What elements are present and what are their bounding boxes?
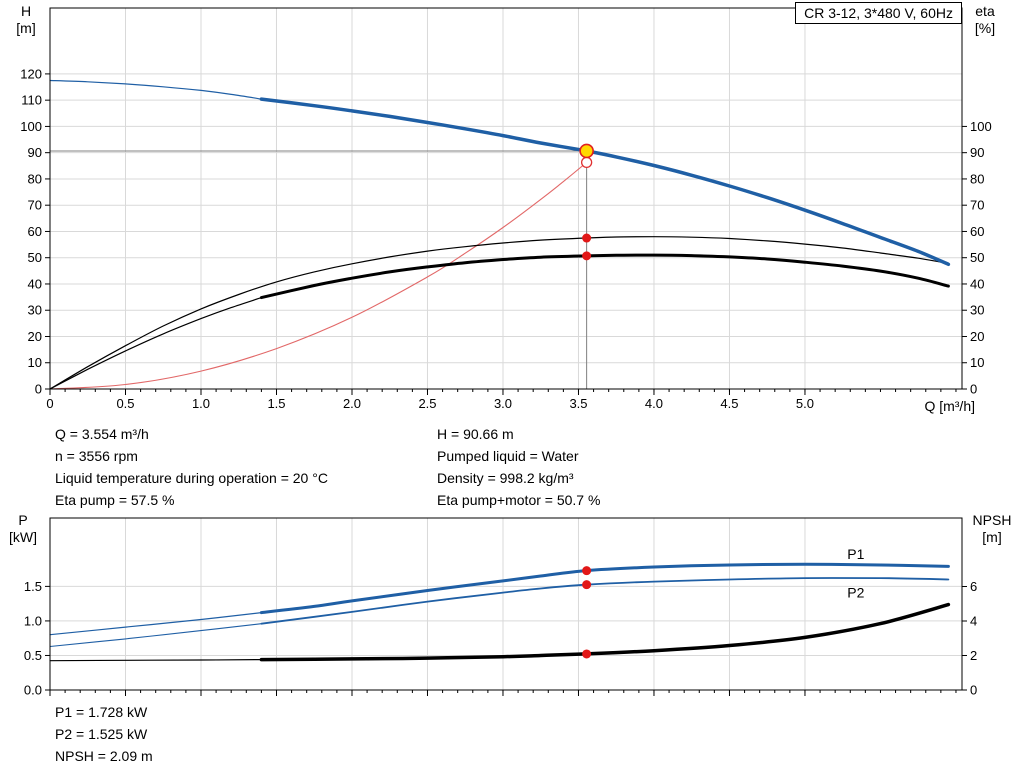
readout-line: H = 90.66 m: [437, 426, 514, 442]
readout-line: n = 3556 rpm: [55, 448, 138, 464]
y-left-tick-label: 80: [28, 171, 42, 186]
y-right-tick-label: 0: [970, 382, 977, 397]
x-tick-label: 3.0: [494, 396, 512, 411]
x-tick-label: 0: [46, 396, 53, 411]
readout-line: Eta pump = 57.5 %: [55, 492, 175, 508]
npsh-dot: [582, 649, 592, 659]
y-left-tick-label: 60: [28, 224, 42, 239]
x-tick-label: 4.0: [645, 396, 663, 411]
npsh-axis-title-symbol: NPSH: [972, 512, 1012, 528]
eta-pump-dot: [582, 233, 592, 243]
y-right-tick-label: 0: [970, 683, 977, 698]
curve-p1-below-range: [49, 612, 262, 636]
power-axis-title-symbol: P: [18, 512, 28, 528]
readout-line: P2 = 1.525 kW: [55, 726, 148, 742]
x-tick-label: 0.5: [116, 396, 134, 411]
y-left-tick-label: 20: [28, 329, 42, 344]
readout-line: Q = 3.554 m³/h: [55, 426, 149, 442]
y-left-tick-label: 90: [28, 145, 42, 160]
h-axis-title: H [m]: [8, 3, 44, 37]
y-left-tick-label: 0.0: [24, 683, 42, 698]
eta-axis-title-unit: [%]: [974, 20, 996, 36]
y-right-tick-label: 2: [970, 648, 977, 663]
y-left-tick-label: 30: [28, 303, 42, 318]
readout-line: Eta pump+motor = 50.7 %: [437, 492, 601, 508]
readout-line: Liquid temperature during operation = 20…: [55, 470, 328, 486]
readout-line: Pumped liquid = Water: [437, 448, 579, 464]
y-right-tick-label: 100: [970, 119, 992, 134]
duty-readout-right: H = 90.66 m Pumped liquid = Water Density …: [437, 423, 600, 511]
curve-qh-below-range: [49, 79, 262, 100]
duty-point-marker[interactable]: [579, 143, 594, 159]
h-axis-title-symbol: H: [20, 3, 32, 19]
p2-dot: [582, 580, 592, 590]
y-right-tick-label: 60: [970, 224, 984, 239]
y-left-tick-label: 1.0: [24, 613, 42, 628]
y-right-tick-label: 6: [970, 579, 977, 594]
curve-label-p2: P2: [847, 585, 864, 601]
power-npsh-readout: P1 = 1.728 kW P2 = 1.525 kW NPSH = 2.09 m: [55, 701, 153, 767]
y-left-tick-label: 0: [35, 382, 42, 397]
eta-axis-title: eta [%]: [964, 3, 1006, 37]
curve-eta-pump-motor-below-range: [49, 297, 262, 390]
curve-npsh-below-range: [49, 659, 262, 662]
flow-axis-title: Q [m³/h]: [924, 398, 975, 414]
y-right-tick-label: 90: [970, 145, 984, 160]
p1-dot: [582, 566, 592, 576]
x-tick-label: 1.5: [267, 396, 285, 411]
curve-p2-below-range: [49, 623, 262, 648]
power-axis-title-unit: [kW]: [9, 529, 37, 545]
power-npsh-chart: 0.0 0.5 1.0 1.5 0 2 4 6 P1 P2: [24, 517, 977, 698]
qh-eta-chart: 0 0.5 1.0 1.5 2.0 2.5 3.0 3.5 4.0 4.5 5.0 0 10 20 30 40…: [20, 7, 992, 411]
y-right-tick-label: 80: [970, 171, 984, 186]
y-right-tick-label: 40: [970, 276, 984, 291]
npsh-axis-title-unit: [m]: [982, 529, 1002, 545]
y-left-tick-label: 50: [28, 250, 42, 265]
curve-p1: [259, 562, 950, 615]
duty-readout-left: Q = 3.554 m³/h n = 3556 rpm Liquid tempera…: [55, 423, 328, 511]
x-tick-label: 4.5: [720, 396, 738, 411]
y-left-tick-label: 1.5: [24, 579, 42, 594]
y-left-tick-label: 70: [28, 198, 42, 213]
npsh-axis-title: NPSH [m]: [962, 512, 1022, 546]
curve-eta-pump-motor: [259, 253, 950, 300]
y-left-tick-label: 10: [28, 355, 42, 370]
readout-line: Density = 998.2 kg/m³: [437, 470, 574, 486]
y-right-tick-label: 10: [970, 355, 984, 370]
x-tick-label: 2.0: [343, 396, 361, 411]
power-axis-title: P [kW]: [2, 512, 44, 546]
y-right-tick-label: 4: [970, 613, 977, 628]
readout-line: NPSH = 2.09 m: [55, 748, 153, 764]
y-left-tick-label: 110: [21, 93, 42, 108]
x-tick-label: 1.0: [192, 396, 210, 411]
eta-pump-motor-dot: [582, 251, 592, 261]
x-tick-label: 2.5: [418, 396, 436, 411]
y-left-tick-label: 100: [20, 119, 42, 134]
curve-eta-pump: [49, 236, 949, 390]
y-right-tick-label: 30: [970, 303, 984, 318]
requested-duty-marker: [580, 156, 593, 169]
curve-p2: [260, 577, 950, 625]
y-right-tick-label: 50: [970, 250, 984, 265]
x-tick-label: 3.5: [569, 396, 587, 411]
y-right-tick-label: 20: [970, 329, 984, 344]
curve-qh: [259, 97, 951, 267]
pump-model-label: CR 3-12, 3*480 V, 60Hz: [795, 2, 962, 24]
y-left-tick-label: 0.5: [24, 648, 42, 663]
eta-axis-title-symbol: eta: [975, 3, 995, 19]
curve-npsh: [259, 602, 951, 662]
h-axis-title-unit: [m]: [16, 20, 36, 36]
readout-line: P1 = 1.728 kW: [55, 704, 148, 720]
y-right-tick-label: 70: [970, 198, 984, 213]
curve-system-curve: [49, 161, 588, 390]
y-left-tick-label: 120: [20, 66, 42, 81]
x-tick-label: 5.0: [796, 396, 814, 411]
curve-label-p1: P1: [847, 546, 864, 562]
y-left-tick-label: 40: [28, 276, 42, 291]
